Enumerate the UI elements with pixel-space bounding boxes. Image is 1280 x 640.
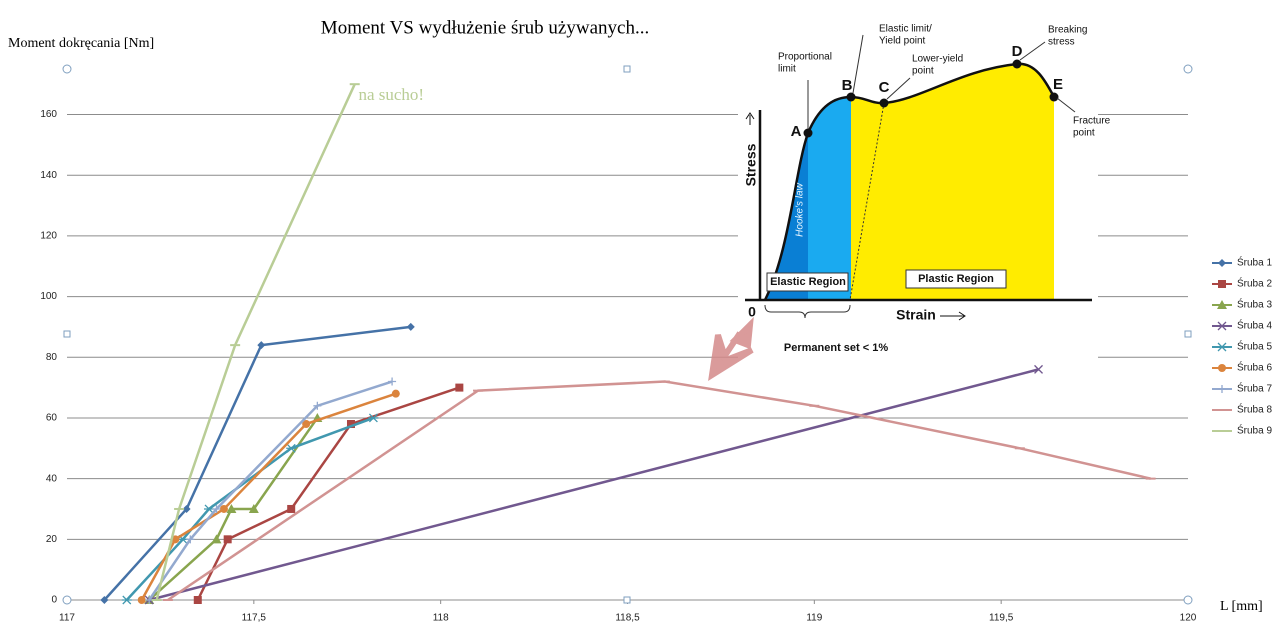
x-tick-label: 118 (433, 613, 449, 624)
marker (313, 401, 322, 410)
x-axis-label: L [mm] (1220, 599, 1263, 614)
marker (257, 341, 266, 350)
marker (186, 535, 195, 544)
marker (203, 504, 214, 514)
marker (406, 322, 415, 331)
inset-text: Lower-yield (912, 54, 963, 65)
inset-text: D (1012, 43, 1023, 60)
inset-text: Strain (896, 307, 936, 323)
marker (100, 596, 109, 604)
x-tick-label: 120 (1180, 613, 1197, 624)
x-tick-label: 119 (806, 613, 822, 624)
marker (248, 503, 259, 513)
legend-marker (1217, 342, 1227, 352)
inset-text: Plastic Region (918, 273, 994, 285)
y-tick-label: 160 (40, 109, 57, 120)
y-tick-label: 100 (40, 291, 57, 302)
inset-text: Fracture (1073, 116, 1111, 127)
marker (391, 389, 400, 398)
series (144, 412, 323, 604)
legend-label: Śruba 6 (1237, 361, 1272, 374)
legend-label: Śruba 1 (1237, 256, 1272, 269)
inset-text: point (1073, 128, 1095, 139)
series-line (167, 380, 1151, 602)
legend-label: Śruba 8 (1237, 403, 1272, 416)
y-tick-label: 60 (46, 413, 58, 424)
legend-marker (1218, 259, 1226, 267)
marker (137, 596, 146, 604)
chart-title: Moment VS wydłużenie śrub używanych... (321, 17, 649, 38)
marker (212, 504, 221, 513)
legend-marker (1218, 280, 1226, 288)
series (145, 377, 397, 604)
inset-text: Proportional (778, 52, 832, 63)
marker (455, 383, 464, 392)
inset-text: Yield point (879, 36, 926, 47)
legend-label: Śruba 3 (1237, 298, 1272, 311)
inset-text: Elastic Region (770, 276, 846, 288)
inset-text: A (791, 123, 802, 140)
marker (388, 377, 397, 386)
y-tick-label: 80 (46, 352, 58, 363)
marker (346, 420, 355, 429)
x-tick-label: 117 (59, 613, 75, 624)
inset-text: stress (1048, 37, 1075, 48)
annotation: na sucho! (358, 85, 424, 104)
series-line (103, 325, 411, 601)
y-axis-label: Moment dokręcania [Nm] (8, 36, 154, 51)
legend-label: Śruba 9 (1237, 424, 1272, 437)
inset-text: point (912, 66, 934, 77)
inset-text: Hooke's law (795, 182, 806, 236)
legend-marker (1217, 300, 1227, 309)
y-tick-label: 0 (51, 595, 57, 606)
inset-text: Stress (743, 143, 759, 186)
x-tick-label: 119,5 (989, 613, 1014, 624)
x-tick-label: 118,5 (615, 613, 640, 624)
series (144, 364, 1043, 605)
inset-text: Breaking (1048, 25, 1087, 36)
y-tick-label: 40 (46, 473, 58, 484)
selection-handles (62, 64, 1193, 605)
marker (1034, 364, 1043, 374)
marker (223, 535, 232, 544)
legend-label: Śruba 7 (1237, 382, 1272, 395)
series-line (155, 83, 356, 601)
marker (121, 595, 132, 605)
series-line (148, 368, 1039, 602)
y-tick-label: 140 (40, 170, 57, 181)
marker (368, 413, 379, 423)
y-tick-label: 20 (46, 534, 58, 545)
series (151, 83, 360, 601)
x-tick-label: 117,5 (242, 613, 267, 624)
legend-label: Śruba 5 (1237, 340, 1272, 353)
inset-text: limit (778, 64, 796, 75)
marker (286, 443, 297, 453)
legend-label: Śruba 4 (1237, 319, 1272, 332)
marker (287, 504, 296, 513)
plot: 0 20 40 60 80 100 120 140 160 117 117,5 118 118,5 119… (40, 83, 1272, 624)
marker (211, 534, 222, 544)
inset-text: 0 (748, 304, 756, 320)
marker (193, 596, 202, 604)
inset-text: C (879, 79, 890, 96)
series (100, 322, 415, 604)
series (193, 383, 464, 604)
marker (182, 504, 191, 513)
marker (219, 504, 228, 513)
inset-text: Elastic limit/ (879, 24, 932, 35)
inset-text: B (842, 77, 853, 94)
y-tick-label: 120 (40, 231, 57, 242)
legend-marker (1218, 385, 1226, 393)
marker (226, 503, 237, 513)
legend-marker (1218, 364, 1226, 372)
inset-text: Permanent set < 1% (784, 342, 888, 354)
marker (302, 420, 311, 429)
inset-text: E (1053, 76, 1063, 93)
inset-diagram (708, 12, 1098, 381)
series (162, 380, 1156, 602)
legend-label: Śruba 2 (1237, 277, 1272, 290)
legend-marker (1217, 321, 1227, 331)
